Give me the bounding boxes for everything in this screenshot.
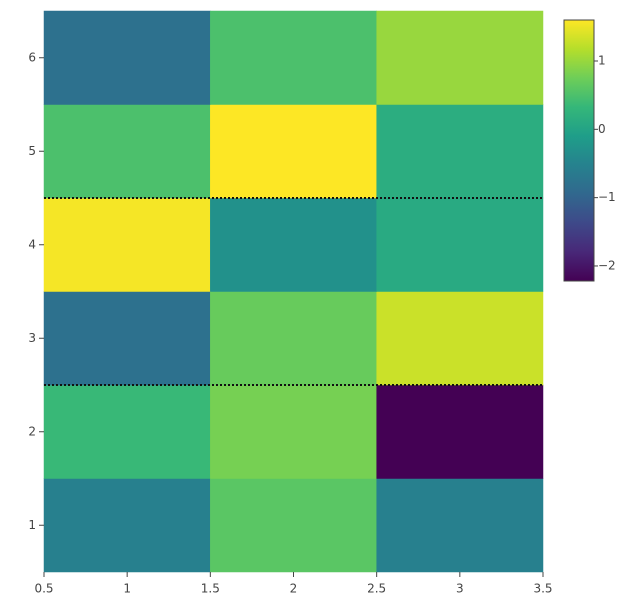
x-tick-label: 3.5 — [533, 582, 552, 596]
heatmap-cell — [43, 104, 211, 199]
heatmap-cell — [210, 291, 377, 386]
heatmap-cell — [376, 384, 544, 479]
heatmap-cell — [376, 291, 544, 386]
colorbar-tick-label: −1 — [598, 190, 616, 204]
heatmap-cell — [210, 104, 377, 199]
y-tick-label: 5 — [28, 144, 36, 158]
heatmap-cell — [210, 384, 377, 479]
x-tick-label: 0.5 — [34, 582, 53, 596]
heatmap-cell — [43, 291, 211, 386]
colorbar-tick-label: 0 — [598, 122, 606, 136]
heatmap-cell — [43, 197, 211, 292]
y-tick-label: 2 — [28, 424, 36, 438]
colorbar-tick-label: 1 — [598, 53, 606, 67]
x-tick-label: 1.5 — [201, 582, 220, 596]
colorbar — [563, 19, 595, 282]
heatmap-cell — [43, 478, 211, 573]
heatmap-cell — [210, 197, 377, 292]
colorbar-tick-label: −2 — [598, 258, 616, 272]
y-tick-label: 6 — [28, 50, 36, 64]
y-tick-label: 4 — [28, 237, 36, 251]
heatmap-cell — [210, 478, 377, 573]
heatmap-cell — [376, 10, 544, 105]
heatmap-cell — [376, 197, 544, 292]
heatmap-cell — [210, 10, 377, 105]
heatmap-cell — [376, 104, 544, 199]
x-tick-label: 1 — [123, 582, 131, 596]
x-tick-label: 2.5 — [367, 582, 386, 596]
y-tick-label: 1 — [28, 518, 36, 532]
x-tick-label: 3 — [456, 582, 464, 596]
y-tick-label: 3 — [28, 331, 36, 345]
heatmap-cell — [43, 384, 211, 479]
heatmap-cell — [376, 478, 544, 573]
x-tick-label: 2 — [290, 582, 298, 596]
heatmap-cell — [43, 10, 211, 105]
